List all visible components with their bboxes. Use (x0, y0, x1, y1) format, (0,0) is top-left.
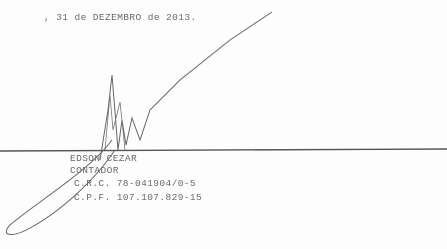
signature-rule (0, 149, 447, 151)
signer-role: CONTADOR (70, 165, 119, 176)
signature-stroke (100, 12, 272, 160)
signature-detail (105, 95, 125, 150)
signer-cpf: C.P.F. 107.107.829-15 (74, 192, 202, 203)
signer-crc: C.R.C. 78-041904/0-5 (74, 178, 196, 189)
signer-name: EDSON CEZAR (70, 153, 137, 164)
document-page: , 31 de DEZEMBRO de 2013. EDSON CEZAR CO… (0, 0, 447, 249)
signature-layer (0, 0, 447, 249)
